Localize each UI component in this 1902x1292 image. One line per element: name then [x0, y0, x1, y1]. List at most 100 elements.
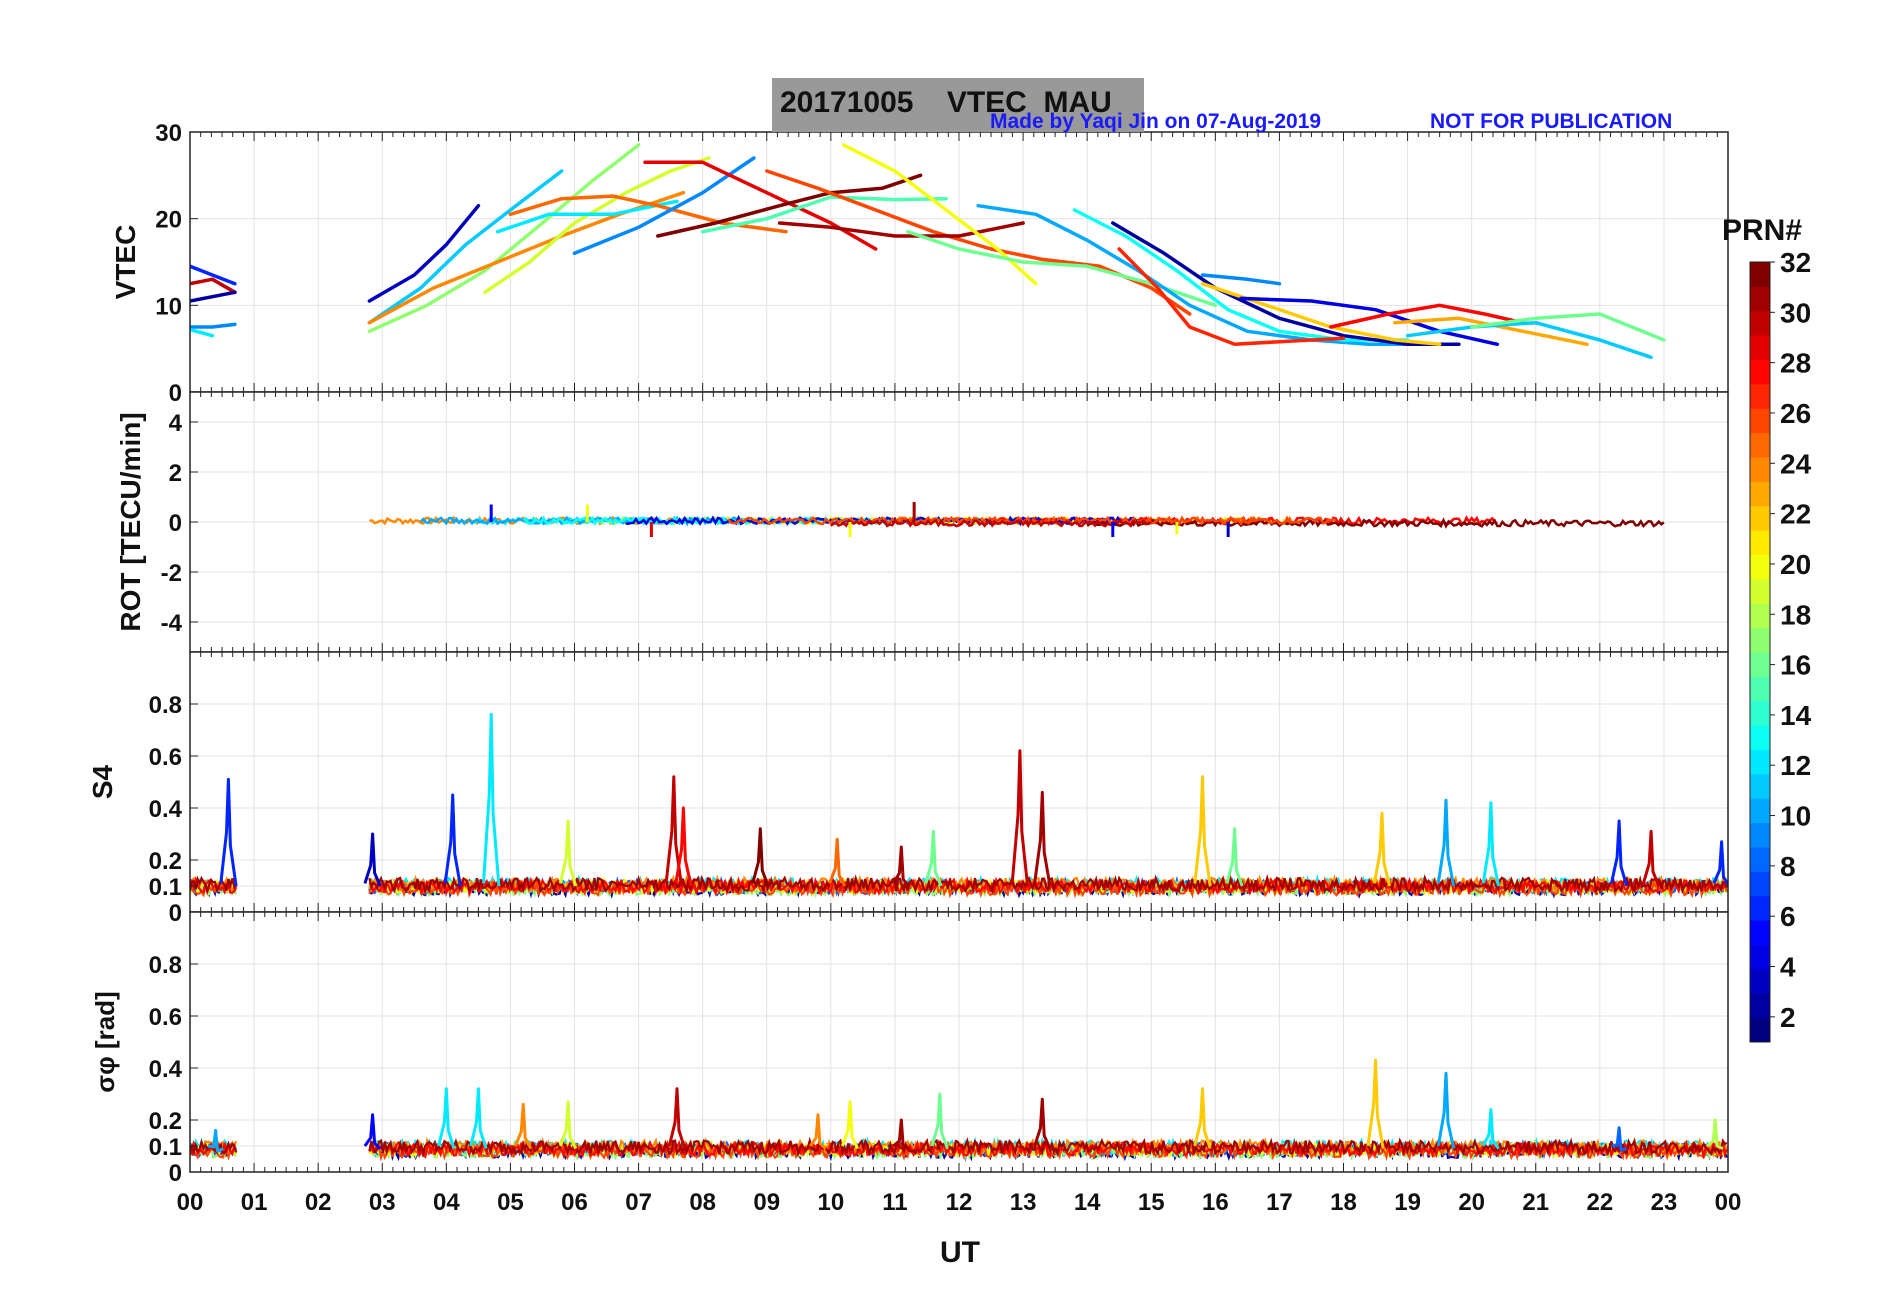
sigma_phi-peak-prn-8 — [1611, 1126, 1628, 1152]
colorbar-band — [1750, 700, 1770, 726]
colorbar-band — [1750, 920, 1770, 945]
s4-peak-prn-31 — [1033, 790, 1052, 887]
s4-peak-prn-6 — [1712, 840, 1728, 887]
colorbar-tick-label: 8 — [1780, 851, 1796, 882]
y-tick-label: 2 — [169, 460, 182, 487]
colorbar-tick-label: 32 — [1780, 247, 1811, 278]
colorbar-band — [1750, 773, 1770, 799]
panel-vtec: 0 10 20 30 VTEC — [110, 120, 1729, 407]
x-tick-label: 02 — [305, 1189, 332, 1216]
x-tick-label: 21 — [1522, 1189, 1549, 1216]
colorbar-band — [1750, 676, 1770, 702]
s4-peak-prn-28 — [674, 806, 693, 887]
sigma_phi-peak-prn-12 — [1481, 1108, 1500, 1150]
sigma_phi-peak-prn-19 — [558, 1100, 578, 1150]
y-tick-label: 4 — [169, 410, 183, 437]
y-tick-label: 0 — [169, 1160, 182, 1187]
credit-text: Made by Yaqi Jin on 07-Aug-2019 — [990, 110, 1322, 133]
vtec-series-prn-11 — [367, 169, 564, 325]
s4-peak-prn-10 — [1436, 798, 1456, 887]
sigma_phi-peak-prn-5 — [363, 1113, 382, 1150]
vtec-series-prn-28 — [1328, 303, 1525, 329]
colorbar-band — [1750, 457, 1770, 482]
x-tick-label: 12 — [946, 1189, 973, 1216]
data-layer — [369, 502, 1665, 537]
y-tick-label: -2 — [161, 560, 182, 587]
colorbar-band — [1750, 286, 1770, 312]
sigma_phi-peak-prn-30 — [667, 1087, 687, 1150]
vtec-series-prn-29 — [643, 160, 878, 251]
sigma_phi-peak-prn-22 — [1366, 1058, 1385, 1149]
colorbar-band — [1750, 749, 1770, 775]
x-tick-label: 14 — [1074, 1189, 1101, 1216]
rot-series-prn-32 — [1086, 517, 1665, 529]
s4-peak-prn-12 — [482, 712, 501, 887]
sigma_phi-peak-prn-12 — [437, 1087, 456, 1150]
colorbar-tick-label: 28 — [1780, 348, 1811, 379]
sigma_phi-peak-prn-31 — [1033, 1097, 1052, 1150]
colorbar-tick-label: 26 — [1780, 398, 1811, 429]
y-tick-label: 0.6 — [149, 744, 182, 771]
sigma_phi-peak-prn-22 — [1193, 1087, 1212, 1150]
colorbar-band — [1750, 627, 1770, 653]
colorbar-band — [1750, 310, 1770, 336]
colorbar-tick-label: 30 — [1780, 297, 1811, 328]
s4-peak-prn-32 — [751, 827, 770, 887]
vtec-series-prn-15 — [700, 195, 948, 234]
x-tick-label: 13 — [1010, 1189, 1037, 1216]
vtec-series-prn-12 — [495, 199, 679, 234]
vtec-series-prn-32 — [656, 173, 923, 238]
colorbar-band — [1750, 432, 1770, 458]
x-tick-label: 10 — [817, 1189, 844, 1216]
colorbar-band — [1750, 652, 1770, 677]
colorbar-label: PRN# — [1722, 214, 1802, 247]
s4-series-prn-20 — [190, 877, 237, 896]
publication-notice: NOT FOR PUBLICATION — [1430, 110, 1673, 133]
x-tick-label: 06 — [561, 1189, 588, 1216]
colorbar-band — [1750, 968, 1770, 994]
s4-peak-prn-6 — [219, 777, 238, 887]
y-tick-label: 0 — [169, 900, 182, 927]
colorbar-band — [1750, 725, 1770, 750]
colorbar-band — [1750, 262, 1770, 287]
x-tick-label: 22 — [1586, 1189, 1613, 1216]
colorbar-band — [1750, 871, 1770, 897]
s4-series-prn-31 — [368, 873, 1728, 896]
y-tick-label: 20 — [155, 207, 182, 234]
panel-sigma_phi: 00.10.2 0.4 0.6 0.8 σφ [rad] — [90, 911, 1729, 1187]
y-axis-label: σφ [rad] — [90, 991, 120, 1092]
sigma_phi-peak-prn-31 — [892, 1118, 910, 1150]
data-layer — [190, 712, 1728, 900]
s4-peak-prn-25 — [828, 837, 847, 887]
colorbar-band — [1750, 383, 1770, 409]
s4-peak-prn-19 — [558, 819, 578, 887]
x-tick-label: 11 — [882, 1189, 907, 1216]
y-tick-label: 0 — [169, 380, 182, 407]
colorbar-band — [1750, 335, 1770, 360]
sigma_phi-peak-prn-24 — [809, 1113, 827, 1150]
s4-series-prn-31 — [190, 875, 238, 895]
vtec-series-prn-2 — [190, 290, 237, 303]
x-tick-label: 18 — [1330, 1189, 1357, 1216]
colorbar-band — [1750, 822, 1770, 848]
panel-rot: -4 -2 0 2 4 ROT [TECU/min] — [115, 391, 1729, 653]
colorbar-band — [1750, 530, 1770, 555]
y-axis-label: VTEC — [110, 225, 141, 300]
sigma_phi-series-prn-28 — [368, 1138, 1728, 1160]
colorbar-tick-label: 20 — [1780, 549, 1811, 580]
colorbar-tick-label: 22 — [1780, 499, 1811, 530]
y-tick-label: 0.1 — [149, 1134, 182, 1161]
colorbar-band — [1750, 603, 1770, 629]
sigma_phi-peak-prn-10 — [207, 1128, 224, 1153]
x-tick-label: 16 — [1202, 1189, 1229, 1216]
x-tick-label: 09 — [753, 1189, 780, 1216]
x-tick-label: 15 — [1138, 1189, 1165, 1216]
vtec-series-prn-30 — [190, 277, 237, 295]
s4-peak-prn-3 — [363, 832, 382, 887]
y-tick-label: 0.2 — [149, 1108, 182, 1135]
x-tick-label: 00 — [1715, 1189, 1742, 1216]
colorbar-band — [1750, 578, 1770, 604]
colorbar-band — [1750, 408, 1770, 434]
vtec-series-prn-9 — [1200, 273, 1282, 286]
